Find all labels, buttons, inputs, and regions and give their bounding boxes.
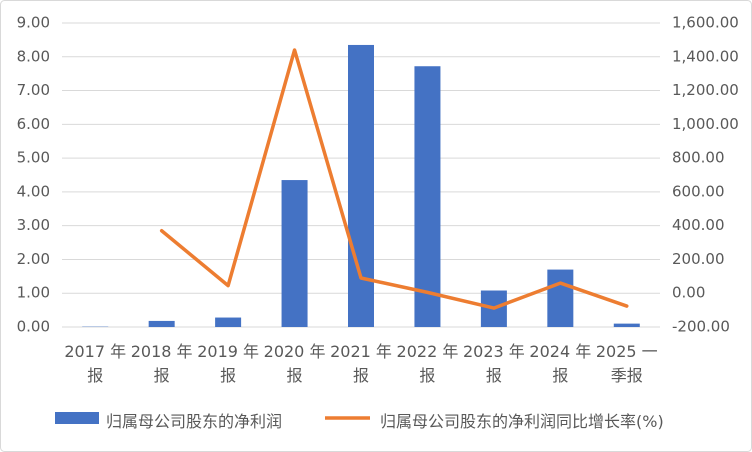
bar	[613, 323, 640, 327]
y-tick-label: 4.00	[17, 182, 50, 200]
y2-tick-label: -200.00	[672, 318, 730, 336]
y-tick-label: 1.00	[17, 284, 50, 302]
x-tick-label: 2023 年报	[462, 342, 525, 385]
y2-tick-label: 200.00	[672, 250, 725, 268]
y2-tick-label: 1,400.00	[672, 47, 739, 65]
y2-tick-label: 1,200.00	[672, 81, 739, 99]
x-tick-label: 2021 年报	[330, 342, 392, 385]
bar	[547, 269, 574, 327]
bar	[148, 320, 175, 327]
y-tick-label: 7.00	[17, 81, 50, 99]
y2-tick-label: 1,600.00	[672, 14, 739, 32]
bar	[281, 180, 308, 327]
y2-tick-label: 1,000.00	[672, 115, 739, 133]
line	[159, 48, 629, 310]
y-tick-label: 2.00	[17, 250, 50, 268]
y-tick-label: 6.00	[17, 115, 50, 133]
x-tick-label: 2022 年报	[396, 342, 459, 385]
y2-tick-label: 0.00	[672, 284, 705, 302]
y-tick-label: 3.00	[17, 216, 50, 234]
x-tick-label: 2025 一季报	[595, 342, 658, 385]
x-tick-label: 2020 年报	[263, 342, 326, 385]
y2-tick-label: 400.00	[672, 216, 725, 234]
bar	[414, 66, 441, 327]
legend-swatch	[55, 412, 99, 424]
x-tick-label: 2018 年报	[130, 342, 193, 385]
y2-tick-label: 600.00	[672, 182, 725, 200]
x-tick-label: 2024 年报	[529, 342, 592, 385]
y-tick-label: 9.00	[17, 14, 50, 32]
x-tick-label: 2017 年报	[64, 342, 127, 385]
y-tick-label: 5.00	[17, 149, 50, 167]
legend-label: 归属母公司股东的净利润同比增长率(%)	[380, 412, 664, 431]
bar	[215, 317, 242, 327]
y-tick-label: 8.00	[17, 47, 50, 65]
x-tick-label: 2019 年报	[197, 342, 260, 385]
legend-label: 归属母公司股东的净利润	[106, 412, 283, 431]
y-tick-label: 0.00	[17, 318, 50, 336]
y2-tick-label: 800.00	[672, 149, 725, 167]
bar	[348, 44, 374, 327]
